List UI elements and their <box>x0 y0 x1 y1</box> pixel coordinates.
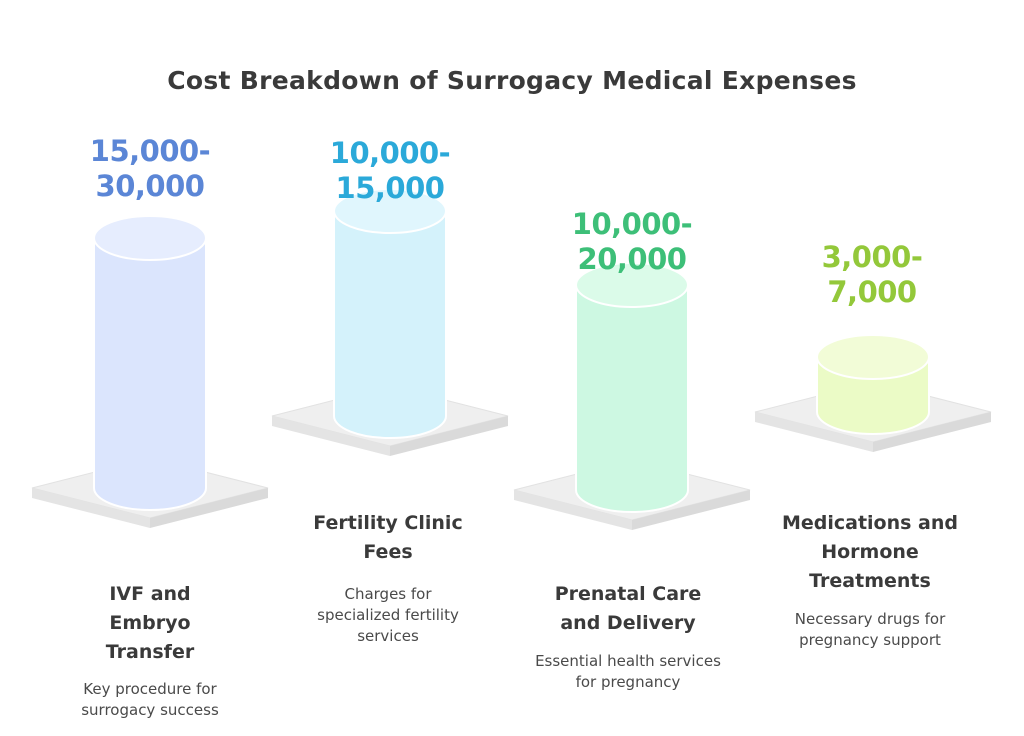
item-label-fertility: Fertility Clinic Fees <box>313 512 463 563</box>
cost-value-line1: 3,000- <box>821 240 923 274</box>
cylinder-body <box>575 284 689 513</box>
item-label-medications: Medications and Hormone Treatments <box>781 512 959 592</box>
item-description-ivf: Key procedure for surrogacy success <box>81 680 219 719</box>
item-description-fertility: Charges for specialized fertility servic… <box>317 585 459 645</box>
cost-value-medications: 3,000- 7,000 <box>772 240 972 310</box>
platform-side-left <box>272 416 390 456</box>
cost-value-line1: 15,000- <box>89 134 211 168</box>
cost-value-ivf: 15,000- 30,000 <box>50 134 250 204</box>
item-description-prenatal: Essential health services for pregnancy <box>535 652 721 691</box>
cost-value-line2: 20,000 <box>577 242 687 276</box>
cost-value-fertility: 10,000- 15,000 <box>290 136 490 206</box>
platform-side-left <box>755 412 873 452</box>
cost-value-line1: 10,000- <box>571 207 693 241</box>
platform-side-right <box>390 416 508 456</box>
cylinder-top <box>816 334 930 380</box>
platform-side-right <box>632 490 750 530</box>
platform-side-left <box>32 488 150 528</box>
cylinder-top <box>93 215 207 261</box>
item-description-medications: Necessary drugs for pregnancy support <box>794 610 946 649</box>
cost-value-line1: 10,000- <box>329 136 451 170</box>
cost-value-prenatal: 10,000- 20,000 <box>532 207 732 277</box>
cylinder-top <box>333 188 447 234</box>
cost-value-line2: 7,000 <box>827 275 917 309</box>
cost-value-line2: 30,000 <box>95 169 205 203</box>
cylinder-top <box>575 262 689 308</box>
item-label-prenatal: Prenatal Care and Delivery <box>554 583 702 634</box>
diagram-title: Cost Breakdown of Surrogacy Medical Expe… <box>167 66 857 95</box>
cylinder-body <box>333 210 447 439</box>
platform-side-right <box>150 488 268 528</box>
cost-value-line2: 15,000 <box>335 171 445 205</box>
platform-side-right <box>873 412 991 452</box>
cylinder-body <box>93 237 207 511</box>
item-label-ivf: IVF and Embryo Transfer <box>105 583 195 663</box>
platform-side-left <box>514 490 632 530</box>
